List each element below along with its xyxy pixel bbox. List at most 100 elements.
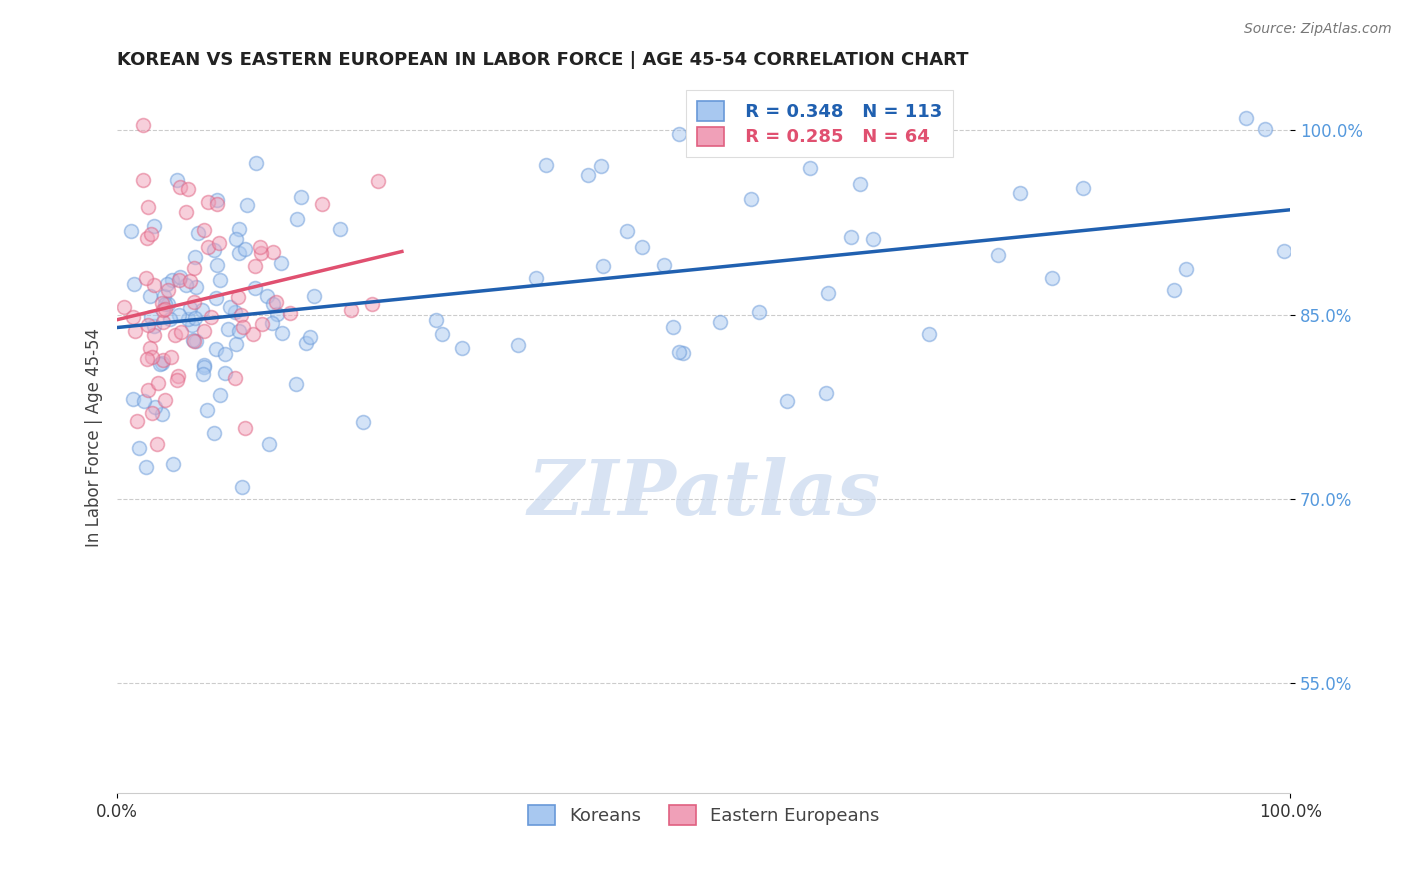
Point <box>122 277 145 291</box>
Point <box>245 155 267 169</box>
Point <box>339 302 361 317</box>
Point <box>177 181 200 195</box>
Point <box>160 350 183 364</box>
Point <box>256 289 278 303</box>
Point <box>262 297 284 311</box>
Point <box>134 394 156 409</box>
Point <box>136 351 159 366</box>
Point <box>849 177 872 191</box>
Point <box>776 394 799 409</box>
Point <box>156 297 179 311</box>
Point <box>672 346 695 360</box>
Point <box>224 370 246 384</box>
Point <box>278 306 301 320</box>
Point <box>709 315 731 329</box>
Point <box>747 305 769 319</box>
Point <box>174 277 197 292</box>
Point <box>205 258 228 272</box>
Point <box>228 324 250 338</box>
Point <box>228 222 250 236</box>
Point <box>217 322 239 336</box>
Point <box>150 407 173 421</box>
Point <box>506 337 529 351</box>
Point <box>141 350 163 364</box>
Point <box>270 326 292 341</box>
Point <box>141 310 163 324</box>
Point <box>183 260 205 275</box>
Point <box>661 319 683 334</box>
Point <box>815 386 838 401</box>
Point <box>150 296 173 310</box>
Point <box>266 307 288 321</box>
Point <box>257 436 280 450</box>
Point <box>591 159 613 173</box>
Point <box>262 316 284 330</box>
Point <box>127 414 149 428</box>
Point <box>163 328 186 343</box>
Point <box>232 320 254 334</box>
Point <box>302 289 325 303</box>
Point <box>143 401 166 415</box>
Point <box>167 309 190 323</box>
Point <box>153 393 176 408</box>
Point <box>250 317 273 331</box>
Point <box>1071 181 1094 195</box>
Point <box>740 192 762 206</box>
Point <box>197 194 219 209</box>
Point <box>148 376 170 390</box>
Point <box>329 221 352 235</box>
Point <box>668 345 690 359</box>
Point <box>299 329 322 343</box>
Point <box>191 367 214 381</box>
Point <box>128 442 150 456</box>
Point <box>193 359 215 374</box>
Point <box>136 383 159 397</box>
Point <box>176 205 198 219</box>
Point <box>146 437 169 451</box>
Point <box>205 197 228 211</box>
Point <box>138 200 160 214</box>
Point <box>179 274 201 288</box>
Point <box>295 335 318 350</box>
Point <box>631 240 654 254</box>
Point <box>122 310 145 324</box>
Point <box>450 341 472 355</box>
Point <box>236 198 259 212</box>
Point <box>183 334 205 348</box>
Point <box>184 280 207 294</box>
Point <box>231 480 253 494</box>
Text: Source: ZipAtlas.com: Source: ZipAtlas.com <box>1244 22 1392 37</box>
Point <box>592 260 614 274</box>
Point <box>197 240 219 254</box>
Point <box>799 161 821 176</box>
Point <box>183 295 205 310</box>
Point <box>193 223 215 237</box>
Point <box>652 259 675 273</box>
Point <box>817 286 839 301</box>
Point <box>195 402 218 417</box>
Point <box>170 326 193 340</box>
Point <box>1254 121 1277 136</box>
Point <box>181 333 204 347</box>
Point <box>139 342 162 356</box>
Point <box>162 458 184 472</box>
Point <box>112 300 135 314</box>
Point <box>169 179 191 194</box>
Point <box>155 277 177 291</box>
Point <box>179 301 201 315</box>
Point <box>152 315 174 329</box>
Point <box>235 421 257 435</box>
Point <box>361 297 384 311</box>
Point <box>122 392 145 406</box>
Point <box>225 337 247 351</box>
Point <box>167 369 190 384</box>
Text: ZIPatlas: ZIPatlas <box>527 458 880 532</box>
Point <box>214 366 236 380</box>
Point <box>250 246 273 260</box>
Point <box>578 168 600 182</box>
Point <box>367 174 389 188</box>
Point <box>150 356 173 370</box>
Point <box>534 157 557 171</box>
Point <box>149 357 172 371</box>
Point <box>839 230 862 244</box>
